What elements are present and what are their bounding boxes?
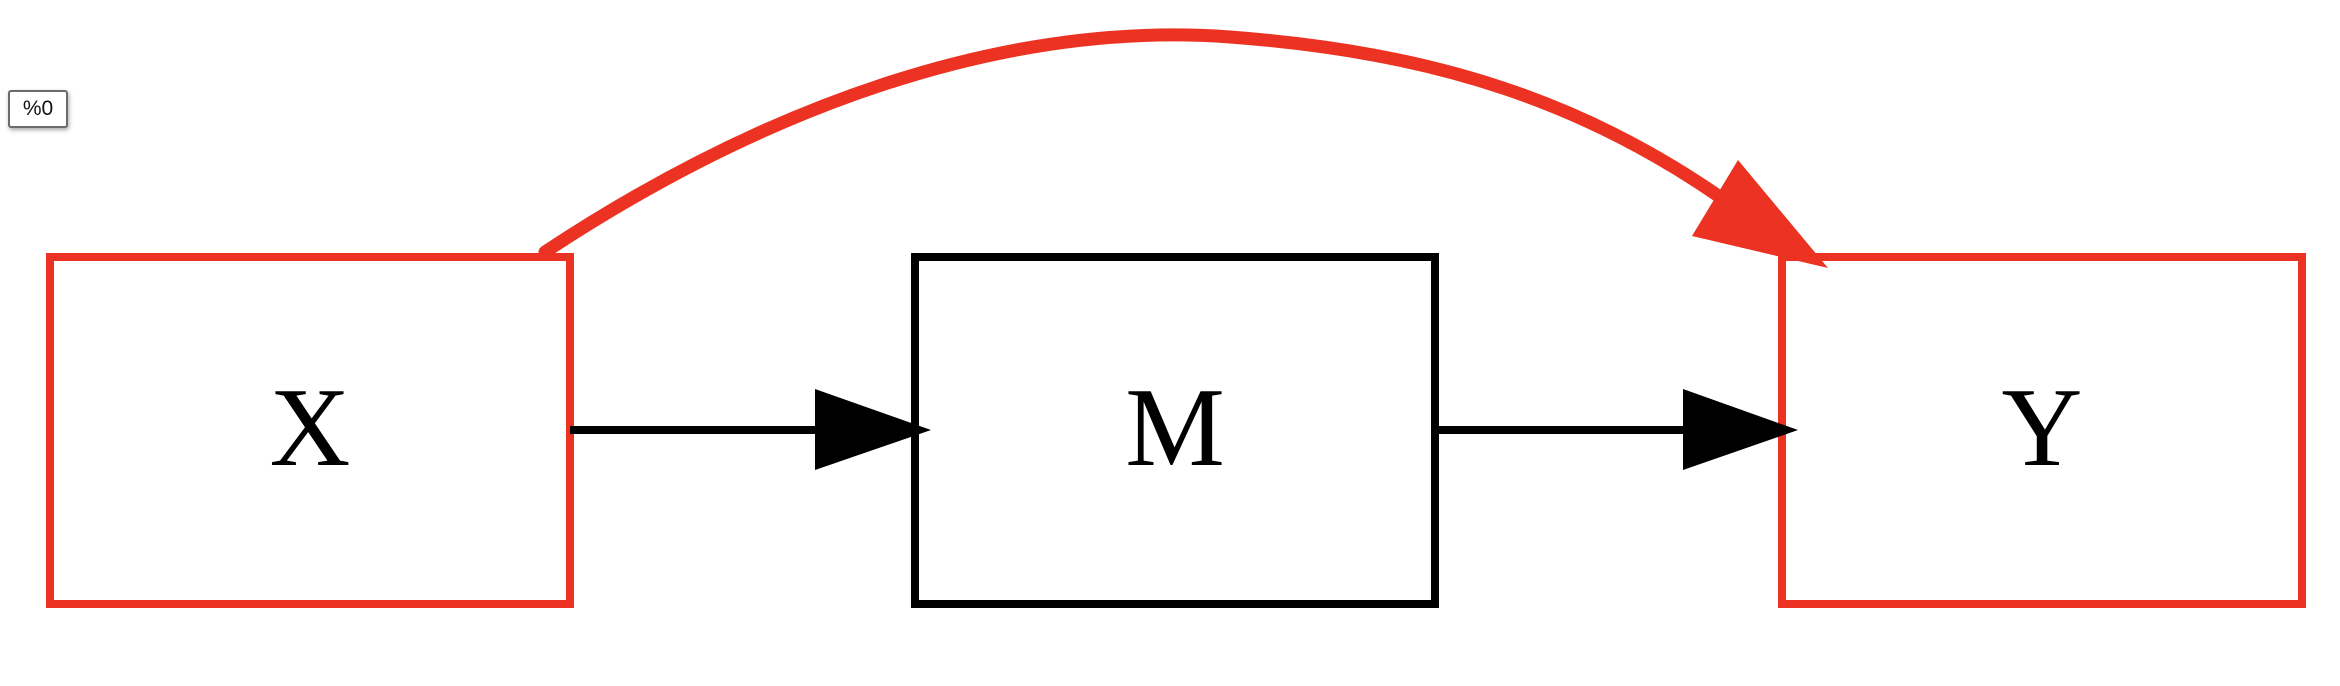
node-x-label: X: [270, 366, 351, 490]
edge-m-to-y: [1435, 389, 1798, 470]
edge-x-to-m: [570, 389, 931, 470]
graph-title-tag: %0: [8, 90, 68, 128]
node-x-box: [46, 253, 574, 608]
node-m[interactable]: M: [911, 253, 1439, 608]
edge-x-to-m-arrowhead: [815, 389, 931, 470]
edge-m-to-y-arrowhead: [1683, 389, 1798, 470]
edge-x-to-y-curve: [538, 28, 1752, 259]
edge-x-to-y-arrowhead: [1692, 160, 1828, 268]
node-x[interactable]: X: [46, 253, 574, 608]
node-m-label: M: [1125, 366, 1225, 490]
edge-x-to-y: [538, 28, 1828, 268]
node-y[interactable]: Y: [1778, 253, 2306, 608]
node-y-box: [1778, 253, 2306, 608]
node-y-label: Y: [2002, 366, 2083, 490]
